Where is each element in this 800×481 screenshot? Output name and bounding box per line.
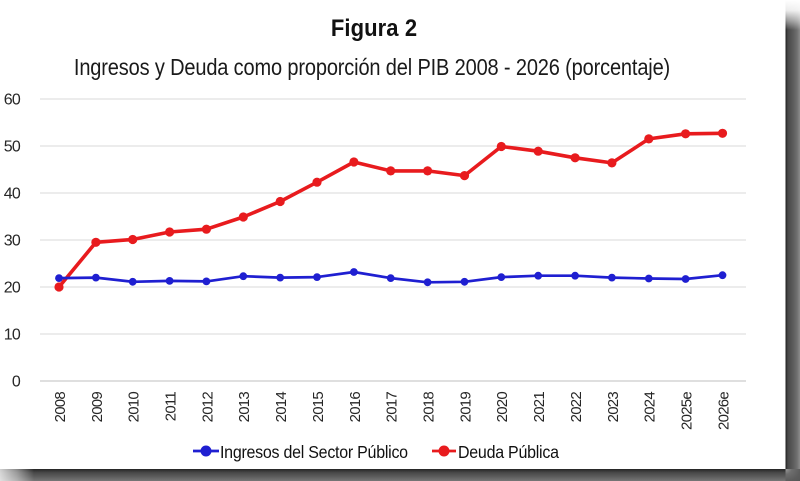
svg-text:10: 10: [4, 327, 21, 344]
svg-text:2014: 2014: [273, 392, 290, 423]
svg-text:2017: 2017: [384, 392, 401, 423]
svg-text:30: 30: [4, 233, 21, 250]
svg-text:2024: 2024: [642, 392, 659, 423]
svg-text:2018: 2018: [421, 392, 438, 423]
svg-text:2022: 2022: [568, 392, 585, 423]
svg-text:2021: 2021: [531, 392, 548, 423]
svg-text:0: 0: [12, 374, 21, 391]
svg-text:2009: 2009: [89, 392, 106, 423]
svg-text:2026e: 2026e: [715, 392, 732, 430]
svg-text:2016: 2016: [347, 392, 364, 423]
svg-text:2019: 2019: [457, 392, 474, 423]
svg-text:2023: 2023: [605, 392, 622, 423]
svg-text:2008: 2008: [52, 392, 69, 423]
svg-text:2012: 2012: [199, 392, 216, 423]
svg-text:2011: 2011: [163, 392, 180, 422]
svg-text:Deuda Pública: Deuda Pública: [458, 442, 560, 462]
svg-text:50: 50: [4, 139, 21, 156]
svg-text:40: 40: [4, 186, 21, 203]
svg-text:2015: 2015: [310, 392, 327, 423]
svg-text:2010: 2010: [126, 392, 143, 423]
svg-text:2020: 2020: [494, 392, 511, 423]
svg-text:Ingresos del Sector Público: Ingresos del Sector Público: [220, 442, 408, 462]
svg-text:2013: 2013: [236, 392, 253, 423]
svg-text:20: 20: [4, 280, 21, 297]
svg-text:60: 60: [4, 92, 21, 109]
svg-text:2025e: 2025e: [679, 392, 696, 430]
